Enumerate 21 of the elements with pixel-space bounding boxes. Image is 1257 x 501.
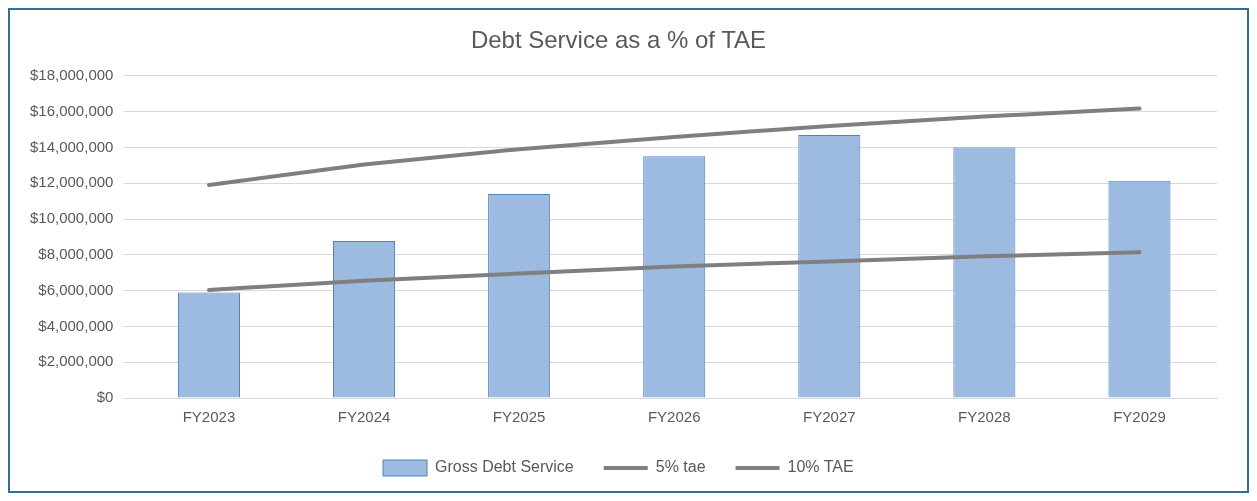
x-tick-label: FY2023 bbox=[182, 408, 236, 426]
y-tick-label: $10,000,000 bbox=[29, 209, 114, 227]
y-tick-label: $18,000,000 bbox=[29, 65, 114, 83]
legend-label: Gross Debt Service bbox=[435, 458, 574, 476]
y-tick-label: $4,000,000 bbox=[38, 316, 114, 334]
y-tick-label: $16,000,000 bbox=[29, 101, 114, 119]
y-tick-label: $6,000,000 bbox=[38, 280, 114, 298]
x-tick-label: FY2024 bbox=[337, 408, 391, 426]
chart-title: Debt Service as a % of TAE bbox=[470, 26, 767, 54]
x-tick-label: FY2025 bbox=[492, 408, 546, 426]
x-tick-label: FY2028 bbox=[958, 408, 1011, 426]
x-tick-label: FY2026 bbox=[647, 408, 701, 426]
y-tick-label: $2,000,000 bbox=[38, 352, 114, 370]
y-tick-label: $14,000,000 bbox=[29, 137, 114, 155]
x-tick-label: FY2027 bbox=[803, 408, 856, 426]
legend-label: 5% tae bbox=[655, 458, 706, 476]
y-tick-label: $0 bbox=[96, 388, 114, 406]
y-tick-label: $8,000,000 bbox=[38, 244, 114, 262]
x-tick-label: FY2029 bbox=[1113, 408, 1166, 426]
legend-label: 10% TAE bbox=[787, 458, 854, 476]
y-tick-label: $12,000,000 bbox=[29, 173, 114, 191]
